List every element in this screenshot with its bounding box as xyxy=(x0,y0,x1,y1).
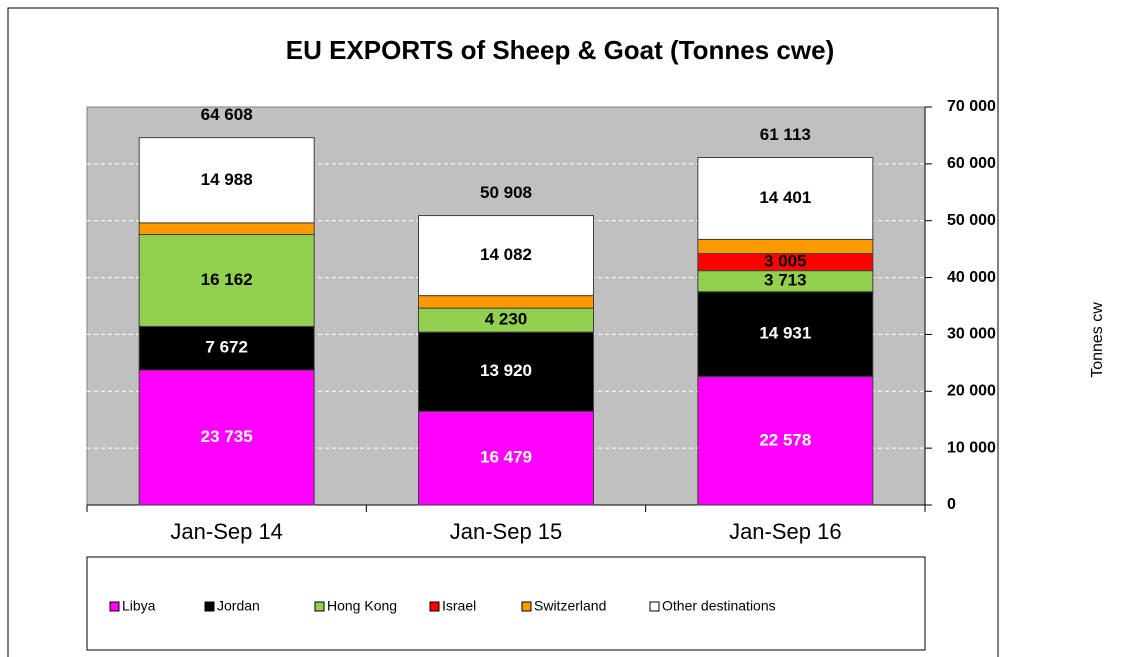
x-tick-label: Jan-Sep 15 xyxy=(450,519,563,544)
bar-segment xyxy=(418,331,594,412)
value-label: 14 931 xyxy=(759,324,811,343)
y-axis-label: Tonnes cw xyxy=(1089,302,1106,378)
legend-swatch xyxy=(649,601,660,612)
value-label: 7 672 xyxy=(205,338,248,357)
x-tick-label: Jan-Sep 14 xyxy=(170,519,283,544)
legend-label: Switzerland xyxy=(534,598,606,614)
legend-label: Hong Kong xyxy=(327,598,397,614)
value-label: 22 578 xyxy=(759,430,811,449)
legend-swatch xyxy=(314,601,325,612)
bar-segment xyxy=(138,222,315,236)
bar-segment xyxy=(697,157,874,240)
value-label: 14 988 xyxy=(201,170,253,189)
value-label: 3 005 xyxy=(764,252,807,271)
legend-swatch xyxy=(204,601,215,612)
y-tick-label: 30 000 xyxy=(947,326,996,343)
bar-segment xyxy=(697,376,874,506)
y-tick-label: 20 000 xyxy=(947,383,996,400)
legend-label: Libya xyxy=(122,598,156,614)
total-label: 50 908 xyxy=(480,183,532,202)
legend-swatch xyxy=(109,601,120,612)
value-label: 16 162 xyxy=(201,270,253,289)
legend-swatch xyxy=(521,601,532,612)
y-tick-label: 70 000 xyxy=(947,98,996,115)
y-tick-label: 0 xyxy=(947,496,956,513)
y-tick-label: 10 000 xyxy=(947,439,996,456)
bar-segment xyxy=(697,238,874,255)
bar-segment xyxy=(418,215,594,297)
value-label: 3 713 xyxy=(764,271,807,290)
value-label: 23 735 xyxy=(201,427,253,446)
bar-segment xyxy=(138,137,315,224)
value-label: 14 401 xyxy=(759,188,811,207)
chart-title: EU EXPORTS of Sheep & Goat (Tonnes cwe) xyxy=(286,35,834,65)
total-label: 64 608 xyxy=(201,105,253,124)
bar-segment xyxy=(138,325,315,371)
y-tick-label: 60 000 xyxy=(947,155,996,172)
y-tick-label: 50 000 xyxy=(947,212,996,229)
bar-segment xyxy=(138,234,315,327)
legend-box xyxy=(86,556,926,651)
legend-label: Jordan xyxy=(217,598,260,614)
value-label: 14 082 xyxy=(480,245,532,264)
legend-label: Other destinations xyxy=(662,598,776,614)
value-label: 16 479 xyxy=(480,448,532,467)
value-label: 13 920 xyxy=(480,361,532,380)
bar-segment xyxy=(697,291,874,378)
x-tick-label: Jan-Sep 16 xyxy=(729,519,842,544)
bar-segment xyxy=(418,295,594,309)
bar-segment xyxy=(418,410,594,506)
legend-label: Israel xyxy=(442,598,476,614)
legend-swatch xyxy=(429,601,440,612)
bar-segment xyxy=(418,307,594,333)
y-tick-label: 40 000 xyxy=(947,269,996,286)
value-label: 4 230 xyxy=(485,310,528,329)
total-label: 61 113 xyxy=(760,125,811,144)
